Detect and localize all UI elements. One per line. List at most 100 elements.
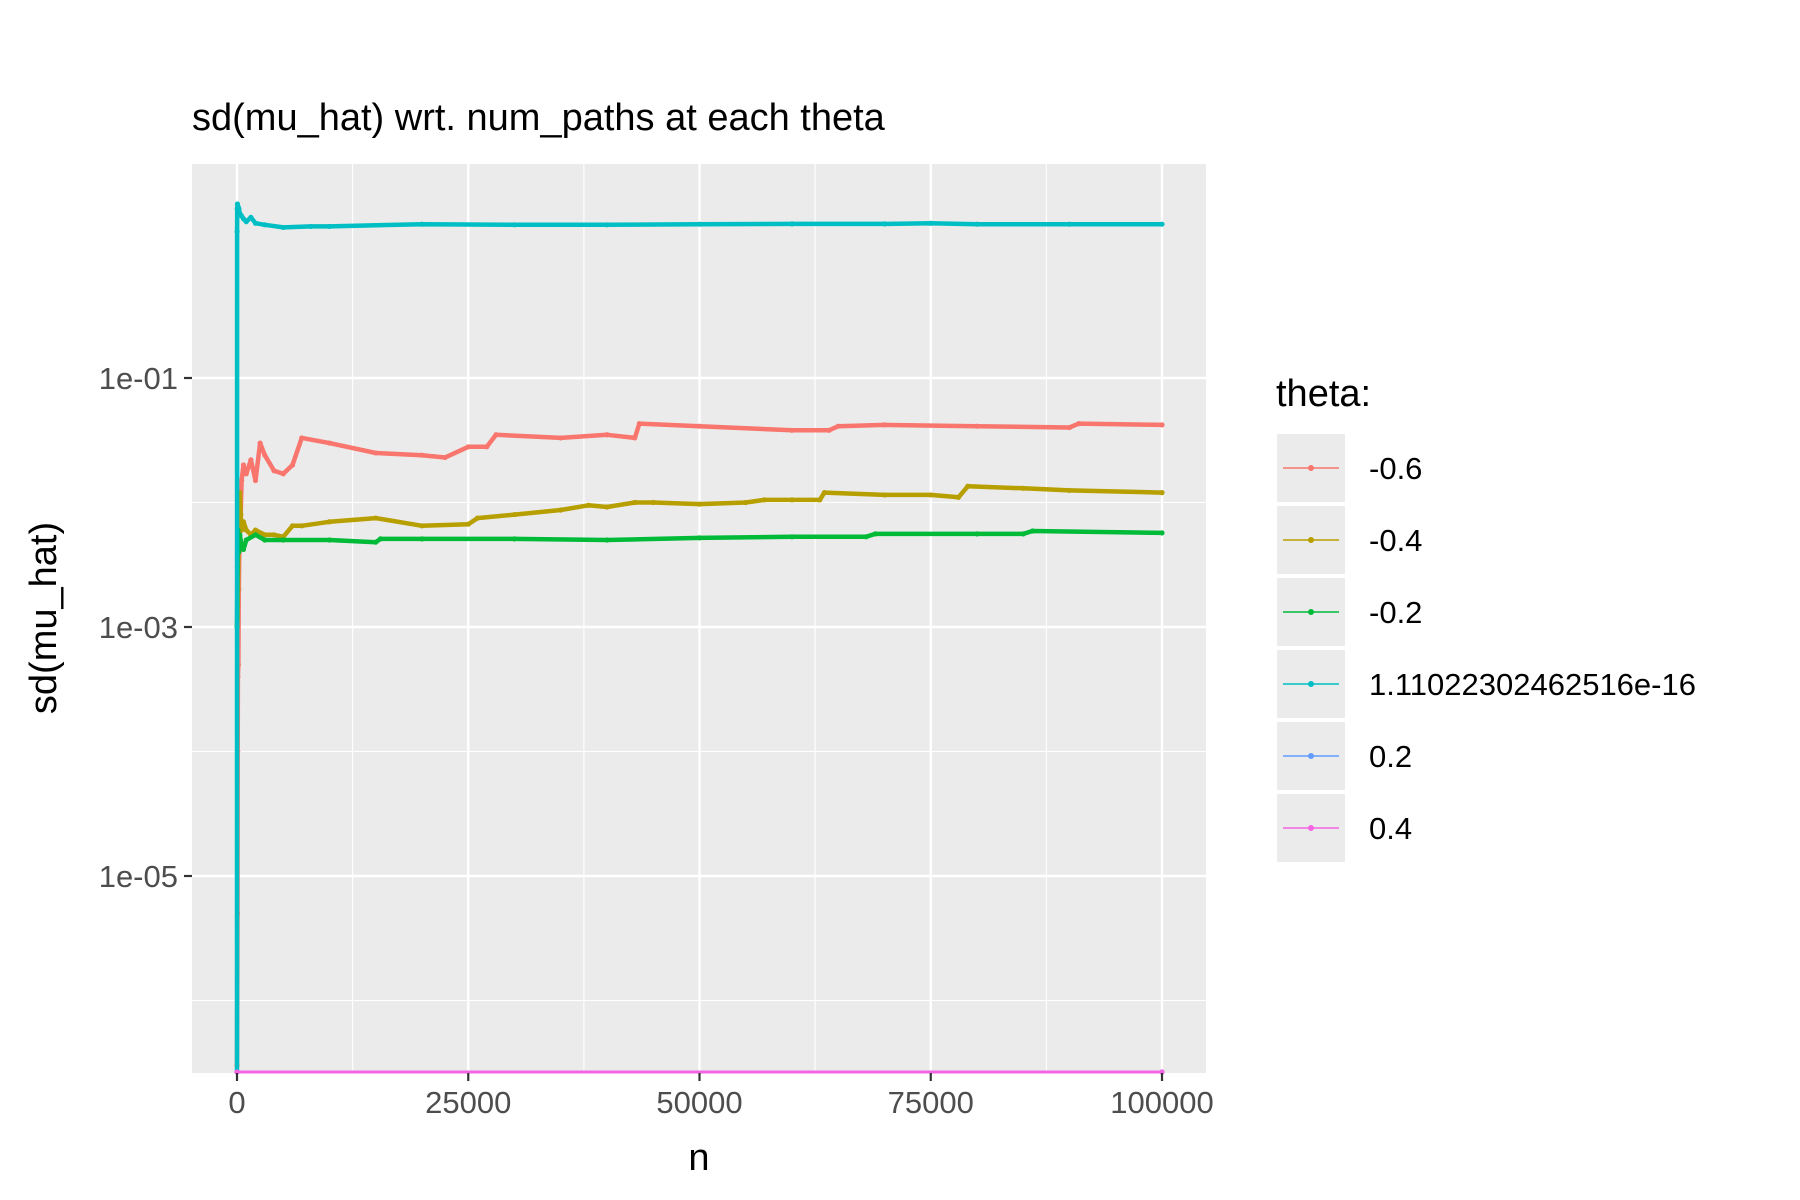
legend-item-0: -0.6 <box>1277 434 1422 502</box>
series-0-point-14 <box>257 440 263 446</box>
series-3-point-13 <box>280 224 286 231</box>
series-1-point-16 <box>299 523 305 529</box>
legend-item-5: 0.4 <box>1277 794 1412 862</box>
series-2-point-15 <box>419 536 425 542</box>
series-layer <box>234 201 1165 1075</box>
legend-key-point-0 <box>1308 465 1314 471</box>
series-2-point-24 <box>1029 528 1036 534</box>
series-0-point-17 <box>280 471 286 477</box>
series-2-point-17 <box>604 537 610 543</box>
y-axis: 1e-01 1e-03 1e-05 <box>99 361 192 894</box>
legend-label-4: 0.2 <box>1369 739 1412 774</box>
series-3-point-9 <box>243 219 249 225</box>
series-1-point-34 <box>881 492 888 498</box>
series-3-point-25 <box>1159 221 1165 227</box>
series-1-point-39 <box>1066 487 1073 494</box>
series-0-point-25 <box>484 444 490 450</box>
series-3-point-22 <box>928 220 934 226</box>
series-1-point-31 <box>789 497 795 503</box>
series-1-point-38 <box>1020 485 1026 491</box>
legend-items: -0.6 -0.4 -0.2 1.11022302462516e-16 0.2 0.4 <box>1277 434 1696 862</box>
series-3-point-1 <box>234 228 240 235</box>
legend-label-1: -0.4 <box>1369 523 1422 558</box>
series-1-point-32 <box>817 497 823 503</box>
y-axis-title: sd(mu_hat) <box>23 522 65 714</box>
series-2-point-8 <box>243 537 249 543</box>
series-2-point-21 <box>872 531 878 537</box>
series-0-point-38 <box>1076 421 1082 427</box>
legend-label-2: -0.2 <box>1369 595 1422 630</box>
legend-title: theta: <box>1276 373 1371 415</box>
series-0-point-11 <box>243 471 249 477</box>
series-1-point-18 <box>373 515 379 521</box>
series-0-point-29 <box>632 435 638 441</box>
series-0-point-23 <box>442 454 448 461</box>
y-tick-label-1: 1e-03 <box>99 610 178 645</box>
legend-key-point-2 <box>1308 609 1314 615</box>
series-3 <box>234 201 1165 1075</box>
legend-label-3: 1.11022302462516e-16 <box>1369 667 1696 702</box>
series-3-point-24 <box>1066 221 1073 227</box>
series-1-point-9 <box>243 527 249 533</box>
series-3-point-12 <box>262 222 268 228</box>
series-3-point-18 <box>604 222 610 228</box>
series-3-point-20 <box>789 221 795 227</box>
x-tick-label-1: 25000 <box>425 1085 511 1120</box>
series-0-point-21 <box>373 450 379 456</box>
legend-label-0: -0.6 <box>1369 451 1422 486</box>
legend-key-point-3 <box>1308 681 1314 687</box>
legend-key-point-1 <box>1308 537 1314 543</box>
series-1-point-24 <box>585 502 592 508</box>
series-0-point-13 <box>252 477 259 484</box>
series-1-point-19 <box>419 523 425 529</box>
series-2-point-20 <box>863 534 869 540</box>
legend: theta: -0.6 -0.4 -0.2 1.11022302462516e-16 0… <box>1276 373 1696 862</box>
series-1-point-11 <box>252 527 259 533</box>
series-1-point-22 <box>511 511 518 518</box>
legend-item-4: 0.2 <box>1277 722 1412 790</box>
series-0-point-37 <box>1066 424 1073 431</box>
series-1-point-23 <box>558 507 564 513</box>
series-1-point-29 <box>743 499 749 506</box>
series-2-point-13 <box>373 539 379 545</box>
series-3-point-5 <box>236 205 242 212</box>
series-1-point-17 <box>326 519 333 525</box>
series-2-point-25 <box>1159 530 1165 536</box>
legend-item-3: 1.11022302462516e-16 <box>1277 650 1696 718</box>
series-1-point-25 <box>604 504 610 510</box>
series-0-point-28 <box>604 432 610 438</box>
series-0-point-19 <box>299 435 305 441</box>
series-3-point-14 <box>308 223 314 230</box>
series-0-point-34 <box>835 423 841 429</box>
series-3-point-21 <box>881 221 888 227</box>
series-1-point-8 <box>240 519 247 525</box>
x-axis: 0 25000 50000 75000 100000 <box>228 1073 1214 1120</box>
series-2-point-10 <box>262 537 268 543</box>
series-2-point-11 <box>280 537 286 543</box>
series-0-point-24 <box>465 444 471 450</box>
series-0-point-36 <box>974 423 980 429</box>
series-0-point-16 <box>271 468 277 474</box>
series-1-point-12 <box>262 532 268 538</box>
series-3-point-23 <box>974 221 980 227</box>
x-tick-label-0: 0 <box>228 1085 245 1120</box>
series-2-point-16 <box>511 536 518 542</box>
series-1-point-26 <box>632 499 638 506</box>
y-tick-label-0: 1e-01 <box>99 361 178 396</box>
series-5-point-1 <box>1159 1069 1165 1075</box>
series-0-point-39 <box>1159 422 1165 428</box>
series-1-point-36 <box>955 494 962 500</box>
series-3-point-16 <box>419 221 425 227</box>
legend-key-point-4 <box>1308 753 1314 759</box>
series-1-point-7 <box>239 527 245 533</box>
legend-key-point-5 <box>1308 825 1314 831</box>
series-1-point-6 <box>238 511 244 518</box>
series-0-point-31 <box>696 423 703 429</box>
series-0-point-32 <box>789 427 795 433</box>
series-1-point-33 <box>821 490 827 496</box>
series-0-point-10 <box>240 462 247 468</box>
series-1-point-28 <box>696 501 703 507</box>
series-1-point-13 <box>271 532 277 538</box>
series-5-point-0 <box>234 1069 240 1075</box>
